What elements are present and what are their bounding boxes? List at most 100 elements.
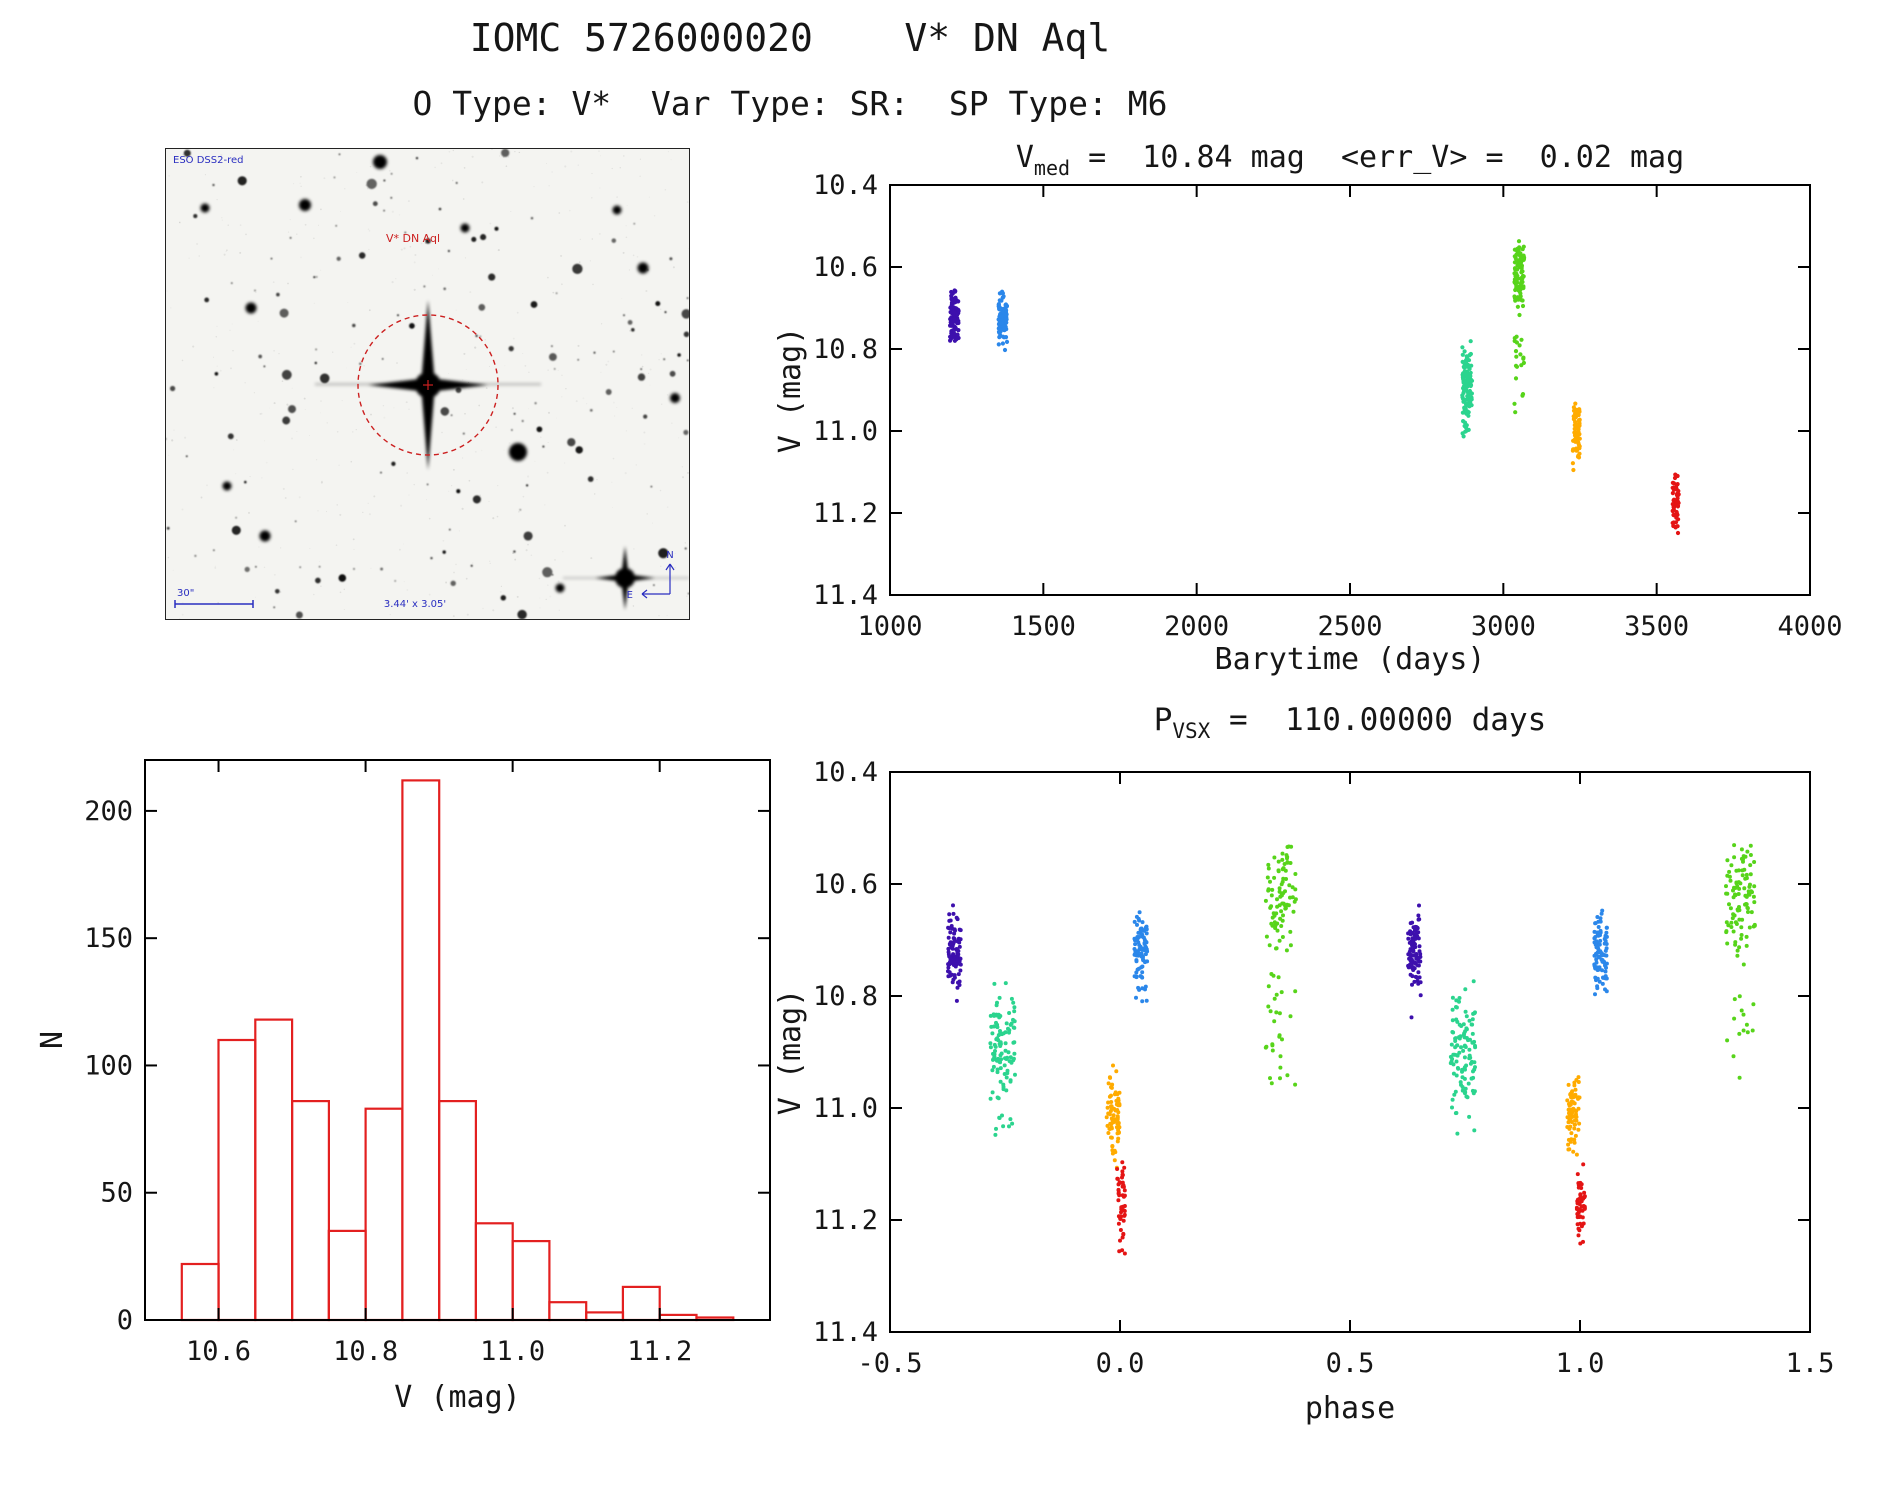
noise-dot bbox=[249, 476, 251, 478]
plot-title-rest: = 110.00000 days bbox=[1210, 702, 1546, 738]
noise-dot bbox=[265, 461, 268, 464]
noise-dot bbox=[547, 369, 549, 371]
star bbox=[627, 320, 633, 325]
data-point bbox=[1519, 363, 1524, 368]
star bbox=[488, 273, 496, 281]
data-point bbox=[1670, 491, 1675, 496]
data-point bbox=[1514, 271, 1519, 276]
star bbox=[237, 176, 247, 186]
data-point bbox=[1116, 1128, 1121, 1132]
data-point bbox=[1461, 399, 1466, 404]
data-point bbox=[1000, 341, 1005, 346]
star bbox=[475, 334, 478, 338]
noise-dot bbox=[407, 200, 410, 203]
star bbox=[318, 565, 321, 568]
star bbox=[462, 432, 465, 435]
data-point bbox=[1013, 1072, 1017, 1077]
x-tick-label: 3000 bbox=[1471, 611, 1536, 642]
star bbox=[423, 285, 426, 288]
star bbox=[430, 556, 433, 560]
noise-dot bbox=[260, 412, 263, 415]
data-point bbox=[1272, 875, 1277, 880]
data-point bbox=[1577, 407, 1582, 412]
noise-dot bbox=[296, 431, 298, 432]
star bbox=[230, 282, 233, 284]
noise-dot bbox=[508, 442, 511, 444]
histogram-bar bbox=[548, 1301, 588, 1322]
data-point bbox=[950, 926, 955, 931]
data-point bbox=[1416, 970, 1421, 975]
data-point bbox=[956, 299, 961, 304]
noise-dot bbox=[403, 581, 405, 583]
data-point bbox=[1276, 868, 1281, 873]
noise-dot bbox=[666, 614, 668, 616]
data-point bbox=[1120, 1172, 1125, 1177]
star bbox=[669, 370, 676, 377]
data-point bbox=[1597, 979, 1602, 984]
data-point bbox=[1285, 1073, 1290, 1078]
noise-dot bbox=[632, 254, 635, 257]
noise-dot bbox=[280, 547, 282, 549]
data-point bbox=[1519, 270, 1524, 275]
east-arrowhead bbox=[641, 593, 648, 599]
data-point bbox=[1114, 1069, 1119, 1074]
data-point bbox=[1278, 1076, 1282, 1081]
data-point bbox=[946, 935, 951, 940]
data-point bbox=[1744, 902, 1749, 907]
data-point bbox=[991, 1057, 996, 1062]
star bbox=[663, 358, 666, 361]
data-point bbox=[1735, 948, 1740, 953]
data-point bbox=[1416, 917, 1421, 922]
data-point bbox=[1573, 1122, 1577, 1127]
noise-dot bbox=[485, 387, 488, 390]
data-point bbox=[1114, 1098, 1119, 1103]
data-point bbox=[1277, 886, 1282, 891]
star bbox=[244, 480, 247, 484]
data-point bbox=[950, 320, 955, 325]
data-point bbox=[1268, 879, 1272, 884]
data-point bbox=[1135, 935, 1140, 939]
data-point bbox=[1139, 951, 1144, 956]
noise-dot bbox=[592, 283, 594, 286]
noise-dot bbox=[686, 201, 689, 203]
noise-dot bbox=[500, 585, 503, 588]
plot-title-main: P bbox=[1154, 702, 1173, 738]
noise-dot bbox=[641, 365, 644, 368]
star bbox=[577, 359, 579, 361]
data-point bbox=[953, 964, 958, 969]
data-point bbox=[1120, 1235, 1125, 1240]
data-point bbox=[994, 1126, 998, 1131]
noise-dot bbox=[614, 415, 616, 417]
data-point bbox=[1461, 1048, 1466, 1053]
data-point bbox=[1281, 913, 1285, 918]
data-point bbox=[1603, 976, 1608, 981]
data-point bbox=[1572, 1126, 1577, 1131]
data-point bbox=[1002, 1063, 1007, 1068]
star bbox=[270, 257, 273, 260]
star bbox=[511, 429, 513, 431]
noise-dot bbox=[568, 209, 571, 212]
data-point bbox=[1106, 1111, 1111, 1116]
data-point bbox=[1596, 925, 1601, 929]
data-point bbox=[1576, 423, 1581, 428]
noise-dot bbox=[625, 236, 628, 239]
data-point bbox=[947, 918, 952, 923]
data-point bbox=[1141, 935, 1146, 940]
data-point bbox=[1577, 1214, 1582, 1219]
noise-dot bbox=[463, 167, 466, 169]
noise-dot bbox=[622, 155, 625, 157]
data-point bbox=[1122, 1188, 1127, 1193]
data-point bbox=[1418, 980, 1423, 985]
data-point bbox=[1521, 274, 1526, 279]
noise-dot bbox=[272, 281, 275, 284]
data-point bbox=[1122, 1165, 1127, 1170]
data-point bbox=[1282, 862, 1287, 866]
data-point bbox=[1462, 1043, 1467, 1048]
data-point bbox=[1467, 1047, 1472, 1052]
star bbox=[555, 292, 558, 295]
noise-dot bbox=[391, 281, 394, 284]
noise-dot bbox=[599, 187, 601, 189]
data-point bbox=[1111, 1063, 1115, 1068]
noise-dot bbox=[453, 571, 455, 574]
data-point bbox=[1747, 925, 1752, 930]
